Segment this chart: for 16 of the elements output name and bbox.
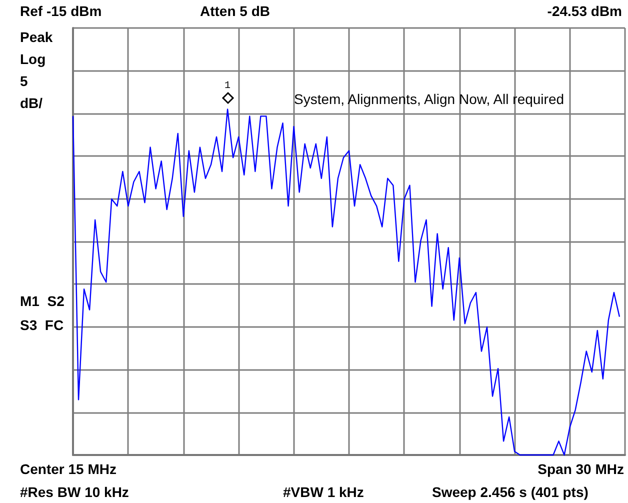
text: Atten 5 dB bbox=[200, 3, 270, 19]
text: M1 S2 bbox=[20, 293, 65, 309]
text: -24.53 dBm bbox=[547, 3, 622, 19]
text: Log bbox=[20, 51, 46, 67]
text: Sweep 2.456 s (401 pts) bbox=[432, 484, 588, 500]
text: S3 FC bbox=[20, 317, 64, 333]
text: Peak bbox=[20, 29, 53, 45]
annotation: 1 bbox=[224, 80, 231, 92]
text: 5 bbox=[20, 73, 28, 89]
text: Ref -15 dBm bbox=[20, 3, 102, 19]
text: dB/ bbox=[20, 95, 43, 111]
text: Span 30 MHz bbox=[538, 461, 624, 477]
text: System, Alignments, Align Now, All required bbox=[294, 91, 564, 107]
text: Center 15 MHz bbox=[20, 461, 116, 477]
text: #Res BW 10 kHz bbox=[20, 484, 129, 500]
text: #VBW 1 kHz bbox=[283, 484, 364, 500]
